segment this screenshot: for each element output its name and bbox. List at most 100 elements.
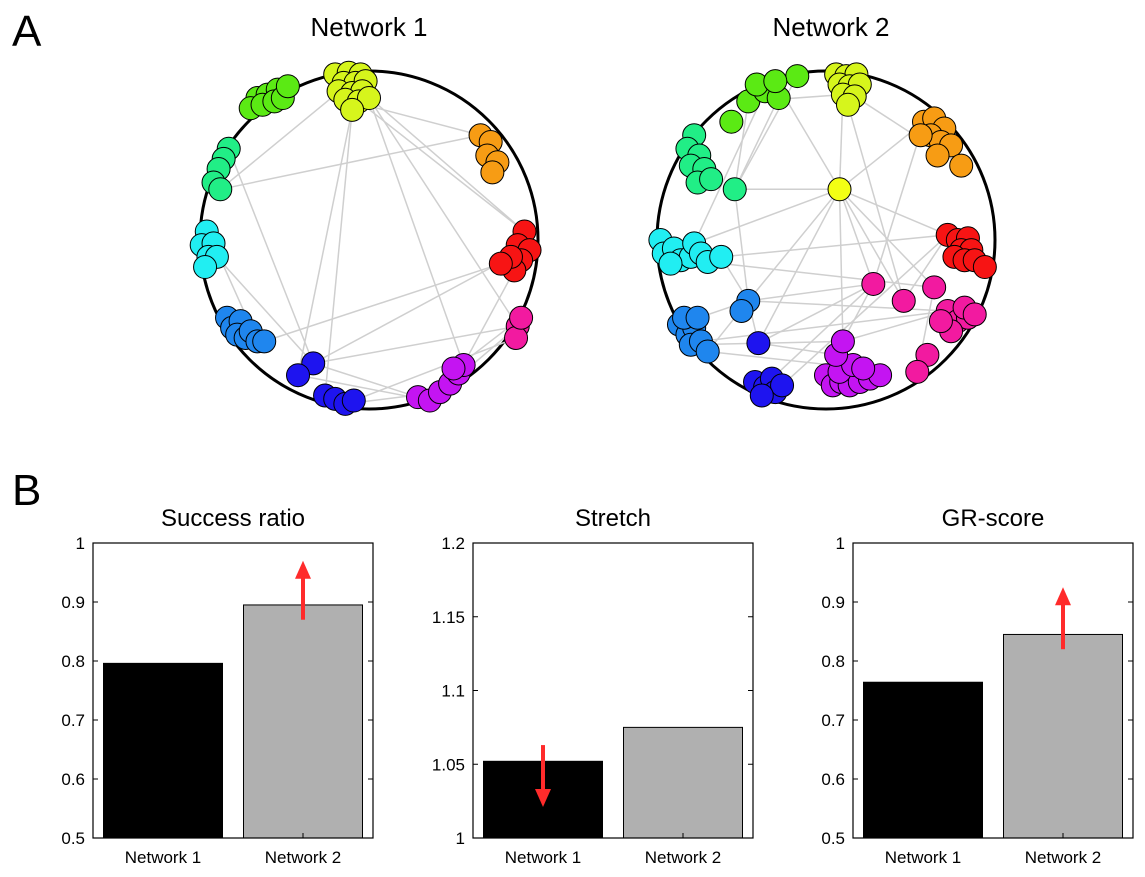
- graph-edge: [228, 148, 314, 364]
- graph-node: [509, 305, 534, 330]
- graph-edge: [693, 90, 766, 244]
- node-group-violet: [814, 329, 893, 398]
- graph-node: [827, 177, 852, 202]
- graph-edge: [312, 256, 512, 365]
- node-group-blue: [743, 331, 795, 408]
- graph-edge: [839, 188, 948, 236]
- graph-node: [851, 356, 876, 381]
- stretch-chart: Stretch 1 1.05 1.1 1.15 1.2 Network 1 Network …: [432, 505, 754, 867]
- graph-node: [275, 74, 300, 99]
- y-tick-label: 1.05: [432, 755, 465, 774]
- network-1-title: Network 1: [310, 12, 427, 42]
- graph-edge: [353, 337, 517, 402]
- arrow-up-icon: [295, 560, 311, 579]
- y-tick-label: 0.9: [61, 593, 85, 612]
- graph-node: [830, 329, 855, 354]
- graph-node: [193, 255, 218, 280]
- node-group-red: [488, 219, 542, 283]
- graph-edge: [216, 256, 314, 364]
- graph-node: [835, 92, 860, 117]
- node-group-rose: [504, 305, 534, 351]
- x-tick-label: Network 2: [645, 848, 722, 867]
- bar-network-2: [243, 604, 363, 839]
- graph-node: [972, 255, 997, 280]
- node-group-spring-green: [675, 123, 747, 202]
- axes-box: [92, 542, 374, 839]
- graph-node: [340, 97, 365, 122]
- graph-node: [729, 298, 754, 323]
- network-1-graph: Network 1: [189, 12, 542, 416]
- graph-node: [658, 251, 683, 276]
- gr-score-title: GR-score: [942, 505, 1045, 532]
- graph-node: [480, 160, 505, 185]
- node-group-green: [719, 64, 810, 134]
- stretch-title: Stretch: [575, 505, 651, 532]
- arrow-up-icon: [1055, 587, 1071, 606]
- y-tick-label: 1: [836, 534, 845, 553]
- graph-node: [928, 309, 953, 334]
- node-group-cyan: [648, 228, 734, 276]
- graph-node: [488, 251, 513, 276]
- graph-edge: [733, 189, 750, 301]
- graph-node: [441, 356, 466, 381]
- graph-edge: [324, 109, 353, 396]
- graph-node: [905, 359, 930, 384]
- graph-node: [925, 143, 950, 168]
- y-tick-label: 0.6: [61, 770, 85, 789]
- graph-edge: [297, 109, 353, 376]
- success-ratio-title: Success ratio: [161, 505, 305, 532]
- node-group-orange: [908, 106, 974, 178]
- edge-group: [678, 75, 962, 386]
- node-group-rose: [861, 271, 987, 384]
- graph-node: [504, 326, 529, 351]
- graph-edge: [757, 188, 841, 344]
- gr-score-chart: GR-score 0.5 0.6 0.7 0.8 0.9 1 Network 1 Networ…: [821, 505, 1134, 867]
- y-tick-label: 0.7: [61, 711, 85, 730]
- boundary-circle: [198, 69, 540, 411]
- y-tick-label: 0.8: [61, 652, 85, 671]
- node-group-azure: [666, 288, 761, 364]
- success-ratio-chart: Success ratio 0.5 0.6 0.7 0.8 0.9 1 Network 1 N…: [61, 505, 374, 867]
- graph-node: [357, 86, 381, 111]
- bar-network-2: [623, 726, 743, 839]
- graph-edge: [721, 234, 948, 258]
- node-group-azure: [215, 305, 277, 354]
- axes-box: [852, 542, 1134, 839]
- graph-edge: [693, 188, 840, 245]
- y-tick-label: 0.7: [821, 711, 845, 730]
- node-group-yellow: [827, 177, 852, 202]
- graph-node: [695, 339, 720, 364]
- graph-edge: [361, 90, 525, 233]
- graph-edge: [847, 104, 905, 302]
- graph-node: [208, 177, 233, 202]
- graph-node: [286, 363, 311, 388]
- x-tick-label: Network 2: [265, 848, 342, 867]
- graph-edge: [220, 134, 481, 191]
- node-group-orange: [468, 123, 510, 185]
- graph-edge: [358, 100, 525, 233]
- graph-node: [749, 383, 774, 408]
- graph-node: [341, 388, 366, 413]
- graph-edge: [313, 325, 518, 365]
- panel-b-label: B: [12, 466, 41, 515]
- node-group-violet: [406, 353, 476, 413]
- graph-edge: [758, 342, 837, 356]
- graph-node: [699, 167, 724, 192]
- graph-edge: [872, 121, 925, 285]
- graph-edge: [838, 189, 844, 342]
- node-group-yellow-green: [323, 60, 381, 122]
- y-tick-label: 1.1: [441, 682, 465, 701]
- graph-edge: [368, 97, 519, 327]
- x-tick-label: Network 1: [885, 848, 962, 867]
- graph-node: [746, 331, 771, 356]
- network-2-title: Network 2: [772, 12, 889, 42]
- graph-node: [722, 177, 747, 202]
- graph-edge: [748, 283, 874, 302]
- graph-edge: [707, 261, 935, 289]
- graph-edge: [700, 310, 948, 343]
- bar-network-1: [103, 662, 223, 839]
- graph-node: [785, 64, 810, 89]
- x-tick-label: Network 1: [125, 848, 202, 867]
- graph-node: [763, 69, 788, 94]
